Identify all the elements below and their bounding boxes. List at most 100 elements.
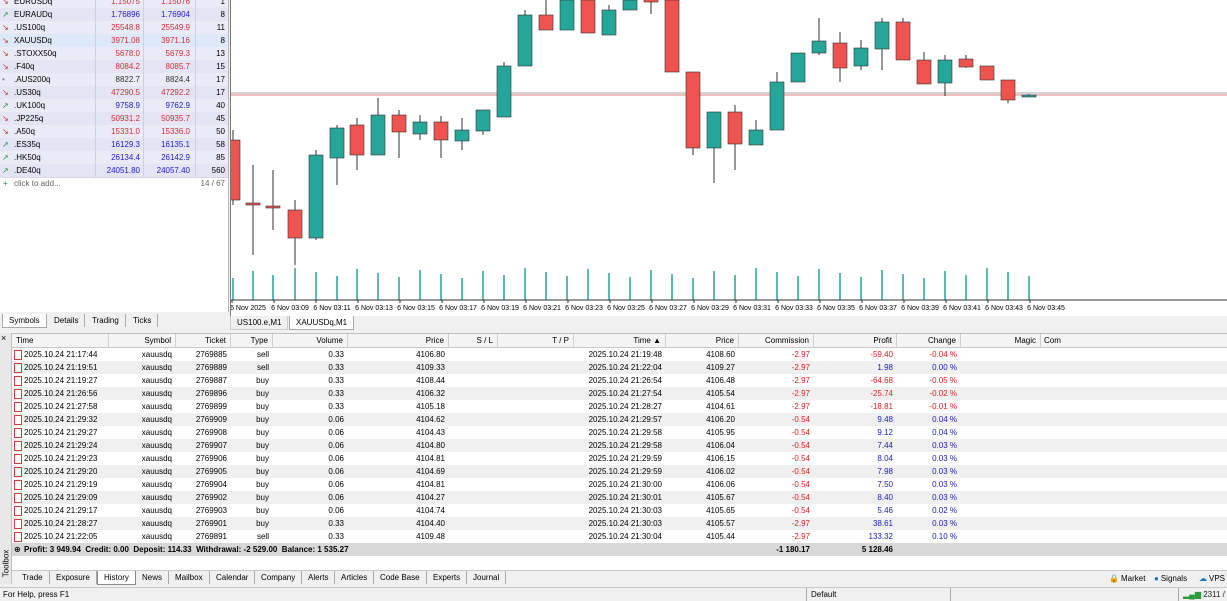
history-cell: 0.03 % (932, 467, 957, 476)
history-cell: 2769901 (195, 519, 227, 528)
candle-body (916, 59, 932, 85)
toolbar-button[interactable]: ☁ VPS (1199, 571, 1225, 586)
column-header[interactable]: Magic (1014, 336, 1036, 345)
symbol-row[interactable]: ↗ .HK50q 26134.4 26142.9 85 (0, 151, 228, 165)
history-row[interactable]: 2025.10.24 21:29:23 xauusdq 2769906 buy 0.06… (12, 452, 1227, 465)
symbol-row[interactable]: ↘ .A50q 15331.0 15336.0 50 (0, 125, 228, 139)
spread: 17 (216, 75, 225, 84)
bid: 1.15075 (111, 0, 140, 6)
panel-tab[interactable]: Symbols (2, 314, 47, 328)
column-header[interactable]: Volume (316, 336, 343, 345)
history-row[interactable]: 2025.10.24 21:29:24 xauusdq 2769907 buy 0.06… (12, 439, 1227, 452)
history-row[interactable]: 2025.10.24 21:29:09 xauusdq 2769902 buy 0.06… (12, 491, 1227, 504)
symbol-row[interactable]: ↘ .US30q 47290.5 47292.2 17 (0, 86, 228, 100)
panel-tab[interactable]: Ticks (127, 314, 159, 327)
column-header[interactable]: T / P (552, 336, 569, 345)
toolbar-button[interactable]: 🔒 Market (1109, 571, 1145, 586)
chart-tab[interactable]: US100.e,M1 (230, 316, 289, 330)
history-row[interactable]: 2025.10.24 21:26:56 xauusdq 2769896 buy 0.33… (12, 387, 1227, 400)
history-cell: 4104.43 (416, 428, 445, 437)
history-row[interactable]: 2025.10.24 21:29:17 xauusdq 2769903 buy 0.06… (12, 504, 1227, 517)
toolbox-tab[interactable]: Mailbox (169, 571, 210, 584)
candle-body (622, 0, 638, 11)
history-cell: 1.98 (877, 363, 893, 372)
trend-icon: • (2, 75, 5, 84)
history-row[interactable]: 2025.10.24 21:27:58 xauusdq 2769899 buy 0.33… (12, 400, 1227, 413)
history-cell: -2.97 (791, 350, 810, 359)
symbol-row[interactable]: ↘ .F40q 8084.2 8085.7 15 (0, 60, 228, 74)
toolbox-tab[interactable]: Company (255, 571, 303, 584)
toolbox-tab[interactable]: News (136, 571, 170, 584)
history-row[interactable]: 2025.10.24 21:28:27 xauusdq 2769901 buy 0.33… (12, 517, 1227, 530)
panel-tab[interactable]: Details (48, 314, 86, 327)
candle-body (287, 209, 303, 239)
ask: 8824.4 (165, 75, 190, 84)
column-header[interactable]: Change (927, 336, 956, 345)
close-icon[interactable]: × (1, 333, 7, 343)
spread: 45 (216, 114, 225, 123)
panel-tab[interactable]: Trading (86, 314, 126, 327)
history-row[interactable]: 2025.10.24 21:19:51 xauusdq 2769889 sell 0.3… (12, 361, 1227, 374)
history-row[interactable]: 2025.10.24 21:29:20 xauusdq 2769905 buy 0.06… (12, 465, 1227, 478)
column-header[interactable]: Com (1044, 336, 1061, 345)
toolbox-tab[interactable]: Trade (16, 571, 50, 584)
summary-commission: -1 180.17 (776, 545, 810, 554)
candle-body (538, 14, 554, 31)
column-header[interactable]: Time (16, 336, 34, 345)
symbol-row[interactable]: ↗ .DE40q 24051.80 24057.40 560 (0, 164, 228, 178)
toolbox-tab[interactable]: Articles (335, 571, 375, 584)
column-separator (195, 47, 196, 60)
history-row[interactable]: 2025.10.24 21:17:44 xauusdq 2769885 sell 0.3… (12, 348, 1227, 361)
column-header[interactable]: S / L (476, 336, 493, 345)
deal-icon (14, 376, 22, 386)
history-cell: 2025.10.24 21:29:20 (24, 467, 98, 476)
toolbox-tab[interactable]: Experts (427, 571, 468, 584)
add-symbol-row[interactable]: + click to add... 14 / 67 (0, 177, 228, 190)
toolbox-tab[interactable]: Exposure (50, 571, 97, 584)
symbol-row[interactable]: ↗ EURAUDq 1.76896 1.76904 8 (0, 8, 228, 22)
column-header[interactable]: Time ▲ (633, 336, 661, 345)
column-header[interactable]: Price (425, 336, 444, 345)
history-row[interactable]: 2025.10.24 21:29:27 xauusdq 2769908 buy 0.06… (12, 426, 1227, 439)
toolbar-button[interactable]: ● Signals (1154, 571, 1187, 586)
toolbox-tab[interactable]: History (97, 571, 136, 585)
column-separator (195, 34, 196, 47)
history-cell: 4106.20 (706, 415, 735, 424)
symbol-row[interactable]: ↘ .JP225q 50931.2 50935.7 45 (0, 112, 228, 126)
toolbox-tab[interactable]: Journal (467, 571, 507, 584)
symbol-row[interactable]: ↗ .ES35q 16129.3 16135.1 58 (0, 138, 228, 152)
history-cell: 2025.10.24 21:22:04 (588, 363, 662, 372)
candle-body (1021, 94, 1037, 98)
column-header[interactable]: Commission (764, 336, 809, 345)
symbol-row[interactable]: ↘ .US100q 25548.8 25549.9 11 (0, 21, 228, 35)
toolbox-tab[interactable]: Calendar (210, 571, 256, 584)
spread: 8 (220, 36, 225, 45)
history-cell: buy (256, 415, 269, 424)
toolbox-tab[interactable]: Alerts (302, 571, 336, 584)
chart-tab[interactable]: XAUUSDq,M1 (289, 316, 355, 330)
symbol-row[interactable]: ↘ XAUUSDq 3971.08 3971.16 8 (0, 34, 228, 48)
column-separator (95, 151, 96, 164)
symbol-row[interactable]: ↘ .STOXX50q 5678.0 5679.3 13 (0, 47, 228, 61)
column-header[interactable]: Symbol (144, 336, 171, 345)
symbol-row[interactable]: • .AUS200q 8822.7 8824.4 17 (0, 73, 228, 87)
history-row[interactable]: 2025.10.24 21:29:19 xauusdq 2769904 buy 0.06… (12, 478, 1227, 491)
history-cell: 0.33 (328, 532, 344, 541)
column-header[interactable]: Price (715, 336, 734, 345)
history-row[interactable]: 2025.10.24 21:19:27 xauusdq 2769887 buy 0.33… (12, 374, 1227, 387)
history-cell: xauusdq (141, 454, 172, 463)
column-header[interactable]: Profit (873, 336, 892, 345)
column-header[interactable]: Ticket (204, 336, 226, 345)
history-cell: 4104.61 (706, 402, 735, 411)
column-separator (95, 47, 96, 60)
history-row[interactable]: 2025.10.24 21:22:05 xauusdq 2769891 sell 0.3… (12, 530, 1227, 543)
add-label[interactable]: click to add... (14, 179, 61, 188)
toolbox-tab[interactable]: Code Base (374, 571, 427, 584)
history-row[interactable]: 2025.10.24 21:29:32 xauusdq 2769909 buy 0.06… (12, 413, 1227, 426)
column-header[interactable]: Type (250, 336, 268, 345)
history-cell: -0.54 (791, 441, 810, 450)
column-separator (665, 334, 666, 347)
symbol-row[interactable]: ↗ .UK100q 9758.9 9762.9 40 (0, 99, 228, 113)
symbol-name: EURAUDq (14, 10, 53, 19)
